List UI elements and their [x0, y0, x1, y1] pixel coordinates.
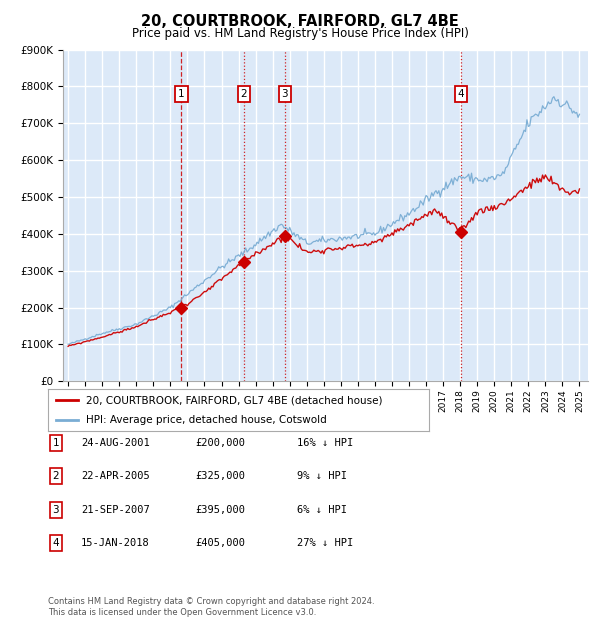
- Text: £405,000: £405,000: [195, 538, 245, 548]
- Text: 9% ↓ HPI: 9% ↓ HPI: [297, 471, 347, 481]
- Text: 22-APR-2005: 22-APR-2005: [81, 471, 150, 481]
- Text: 24-AUG-2001: 24-AUG-2001: [81, 438, 150, 448]
- Text: 27% ↓ HPI: 27% ↓ HPI: [297, 538, 353, 548]
- Text: 3: 3: [52, 505, 59, 515]
- Text: 3: 3: [281, 89, 288, 99]
- Text: 1: 1: [178, 89, 185, 99]
- Text: 6% ↓ HPI: 6% ↓ HPI: [297, 505, 347, 515]
- Text: 15-JAN-2018: 15-JAN-2018: [81, 538, 150, 548]
- Text: £325,000: £325,000: [195, 471, 245, 481]
- Text: Price paid vs. HM Land Registry's House Price Index (HPI): Price paid vs. HM Land Registry's House …: [131, 27, 469, 40]
- Text: 4: 4: [52, 538, 59, 548]
- Text: £200,000: £200,000: [195, 438, 245, 448]
- Text: 16% ↓ HPI: 16% ↓ HPI: [297, 438, 353, 448]
- Text: HPI: Average price, detached house, Cotswold: HPI: Average price, detached house, Cots…: [86, 415, 327, 425]
- Text: 20, COURTBROOK, FAIRFORD, GL7 4BE (detached house): 20, COURTBROOK, FAIRFORD, GL7 4BE (detac…: [86, 395, 383, 405]
- Text: 4: 4: [457, 89, 464, 99]
- Text: Contains HM Land Registry data © Crown copyright and database right 2024.
This d: Contains HM Land Registry data © Crown c…: [48, 598, 374, 617]
- Text: 1: 1: [52, 438, 59, 448]
- Text: 2: 2: [52, 471, 59, 481]
- Text: 21-SEP-2007: 21-SEP-2007: [81, 505, 150, 515]
- Text: £395,000: £395,000: [195, 505, 245, 515]
- Text: 20, COURTBROOK, FAIRFORD, GL7 4BE: 20, COURTBROOK, FAIRFORD, GL7 4BE: [141, 14, 459, 29]
- Text: 2: 2: [241, 89, 247, 99]
